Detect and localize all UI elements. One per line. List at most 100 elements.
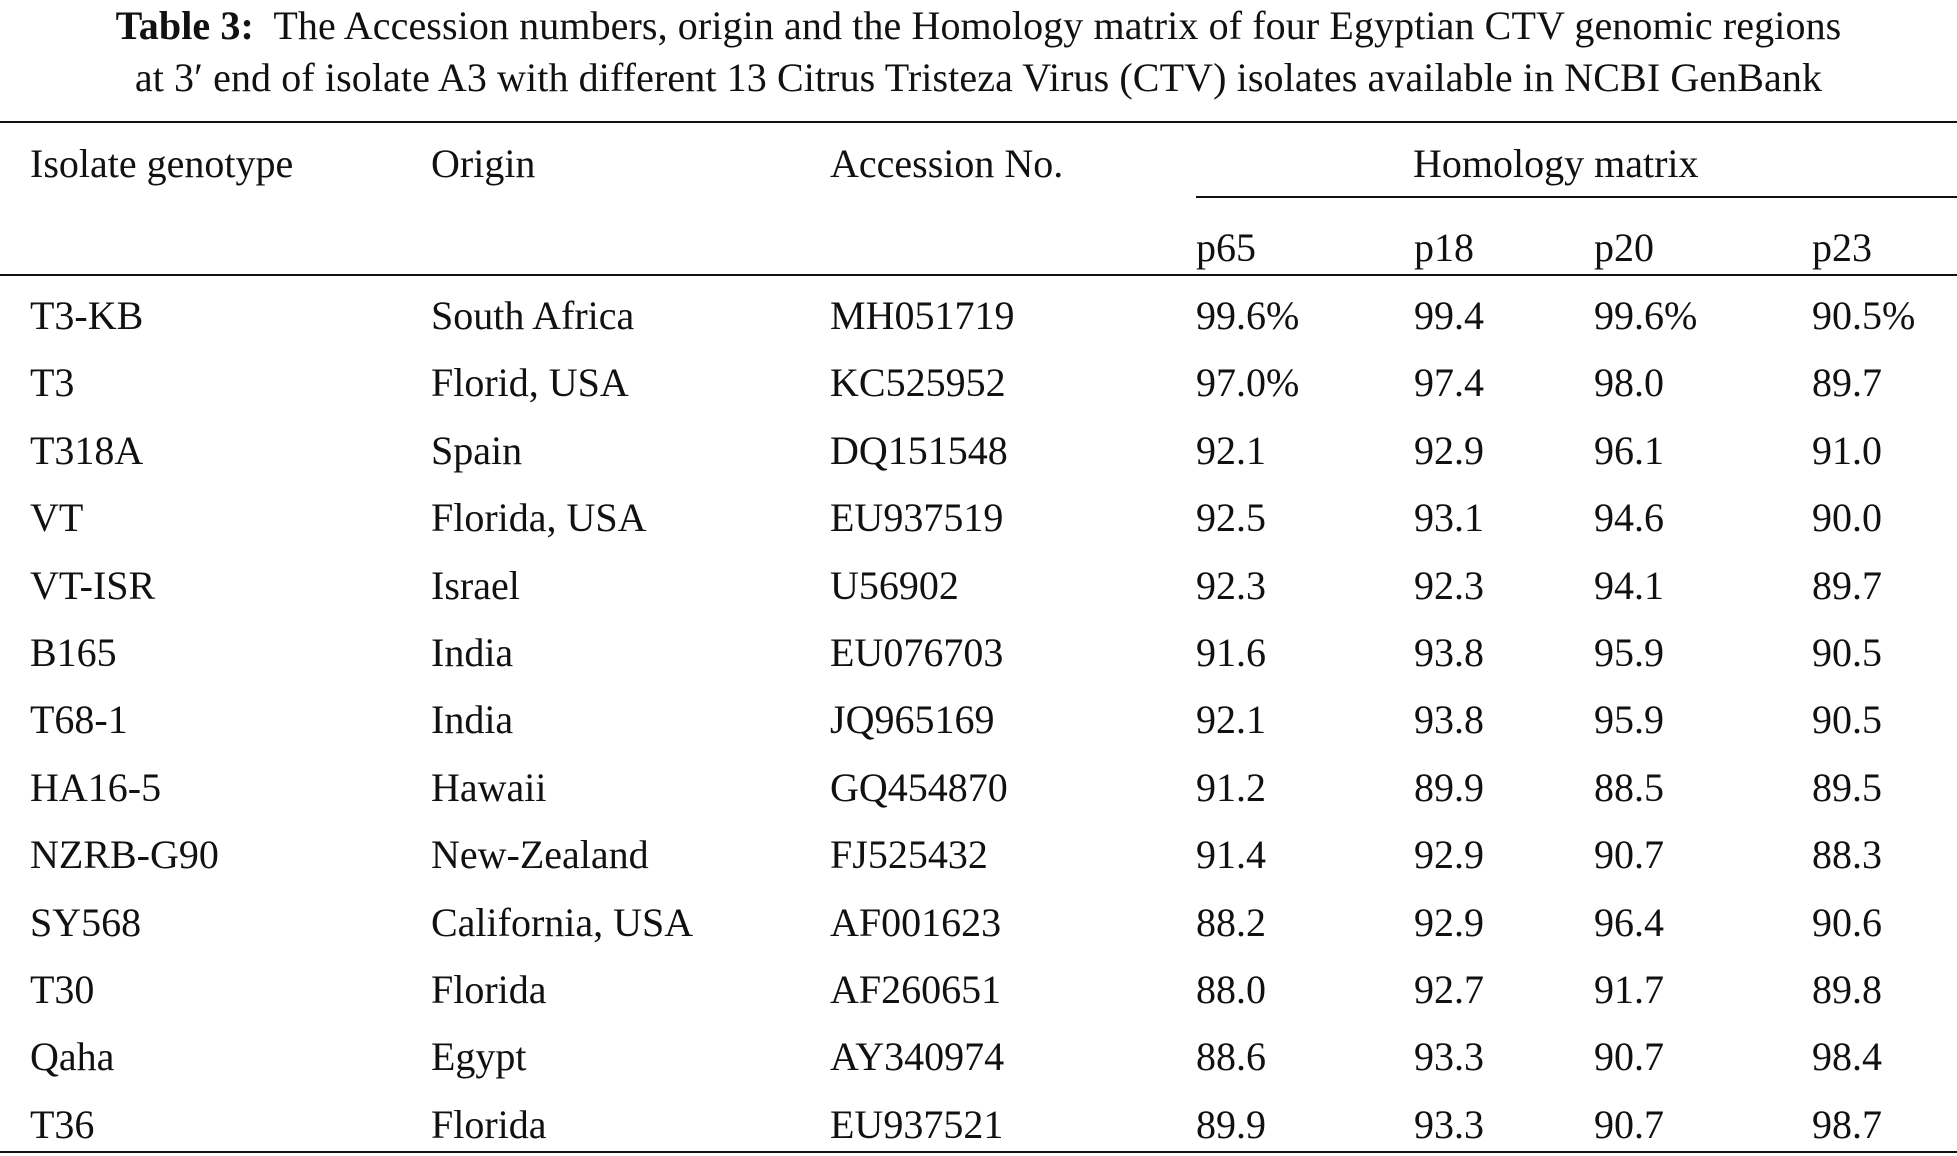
- p65-cell: 97.0%: [1196, 360, 1300, 405]
- p23-cell: 89.7: [1812, 360, 1882, 405]
- accession-cell: DQ151548: [830, 428, 1008, 473]
- isolate-cell: T68-1: [30, 697, 128, 742]
- p20-cell: 98.0: [1594, 360, 1664, 405]
- accession-cell: EU076703: [830, 630, 1004, 675]
- caption-line-1: Table 3: The Accession numbers, origin a…: [0, 0, 1957, 52]
- p23-cell: 89.8: [1812, 967, 1882, 1012]
- accession-cell: U56902: [830, 563, 959, 608]
- origin-cell: India: [431, 630, 514, 675]
- accession-cell: AF260651: [830, 967, 1002, 1012]
- p20-cell: 88.5: [1594, 765, 1664, 810]
- p20-cell: 96.1: [1594, 428, 1664, 473]
- isolate-cell: Qaha: [30, 1034, 115, 1079]
- isolate-cell: T30: [30, 967, 95, 1012]
- accession-cell: EU937521: [830, 1102, 1004, 1147]
- p18-cell: 93.8: [1414, 697, 1484, 742]
- origin-cell: Florida: [431, 967, 547, 1012]
- accession-cell: JQ965169: [830, 697, 995, 742]
- header-p65: p65: [1196, 225, 1256, 270]
- origin-cell: Florid, USA: [431, 360, 629, 405]
- p18-cell: 97.4: [1414, 360, 1484, 405]
- p65-cell: 91.4: [1196, 832, 1266, 877]
- p20-cell: 95.9: [1594, 630, 1664, 675]
- header-isolate-genotype: Isolate genotype: [30, 141, 294, 186]
- isolate-cell: T318A: [30, 428, 144, 473]
- origin-cell: Israel: [431, 563, 520, 608]
- isolate-cell: VT-ISR: [30, 563, 156, 608]
- isolate-cell: NZRB-G90: [30, 832, 219, 877]
- table-caption: Table 3: The Accession numbers, origin a…: [0, 0, 1957, 104]
- header-p20: p20: [1594, 225, 1654, 270]
- p20-cell: 90.7: [1594, 1034, 1664, 1079]
- accession-cell: FJ525432: [830, 832, 988, 877]
- p23-cell: 90.5%: [1812, 293, 1916, 338]
- origin-cell: South Africa: [431, 293, 635, 338]
- p65-cell: 91.6: [1196, 630, 1266, 675]
- p18-cell: 93.3: [1414, 1102, 1484, 1147]
- header-p23: p23: [1812, 225, 1872, 270]
- p65-cell: 88.0: [1196, 967, 1266, 1012]
- p65-cell: 88.2: [1196, 900, 1266, 945]
- p20-cell: 94.1: [1594, 563, 1664, 608]
- p65-cell: 92.3: [1196, 563, 1266, 608]
- isolate-cell: HA16-5: [30, 765, 162, 810]
- p23-cell: 91.0: [1812, 428, 1882, 473]
- p23-cell: 90.0: [1812, 495, 1882, 540]
- p65-cell: 89.9: [1196, 1102, 1266, 1147]
- p23-cell: 98.7: [1812, 1102, 1882, 1147]
- isolate-cell: T3-KB: [30, 293, 144, 338]
- header-homology-matrix: Homology matrix: [1413, 141, 1699, 186]
- p65-cell: 92.1: [1196, 428, 1266, 473]
- p18-cell: 93.3: [1414, 1034, 1484, 1079]
- p20-cell: 91.7: [1594, 967, 1664, 1012]
- header-p18: p18: [1414, 225, 1474, 270]
- accession-cell: AY340974: [830, 1034, 1005, 1079]
- p18-cell: 99.4: [1414, 293, 1484, 338]
- isolate-cell: VT: [30, 495, 84, 540]
- accession-cell: EU937519: [830, 495, 1004, 540]
- isolate-cell: B165: [30, 630, 117, 675]
- origin-cell: California, USA: [431, 900, 694, 945]
- p18-cell: 92.9: [1414, 428, 1484, 473]
- accession-cell: GQ454870: [830, 765, 1008, 810]
- origin-cell: Florida: [431, 1102, 547, 1147]
- origin-cell: New-Zealand: [431, 832, 649, 877]
- p20-cell: 96.4: [1594, 900, 1664, 945]
- p65-cell: 88.6: [1196, 1034, 1266, 1079]
- p18-cell: 93.1: [1414, 495, 1484, 540]
- p20-cell: 99.6%: [1594, 293, 1698, 338]
- origin-cell: Hawaii: [431, 765, 547, 810]
- p23-cell: 89.7: [1812, 563, 1882, 608]
- p20-cell: 95.9: [1594, 697, 1664, 742]
- header-accession: Accession No.: [830, 141, 1064, 186]
- table-bottom-rule: [0, 1151, 1957, 1153]
- p18-cell: 92.3: [1414, 563, 1484, 608]
- p23-cell: 90.5: [1812, 630, 1882, 675]
- p23-cell: 98.4: [1812, 1034, 1882, 1079]
- p65-cell: 99.6%: [1196, 293, 1300, 338]
- accession-cell: MH051719: [830, 293, 1015, 338]
- isolate-cell: T3: [30, 360, 75, 405]
- p20-cell: 94.6: [1594, 495, 1664, 540]
- header-origin: Origin: [431, 141, 536, 186]
- accession-cell: KC525952: [830, 360, 1006, 405]
- origin-cell: India: [431, 697, 514, 742]
- table-top-rule: [0, 121, 1957, 123]
- p65-cell: 92.5: [1196, 495, 1266, 540]
- p18-cell: 92.7: [1414, 967, 1484, 1012]
- p65-cell: 92.1: [1196, 697, 1266, 742]
- p23-cell: 90.6: [1812, 900, 1882, 945]
- p18-cell: 92.9: [1414, 832, 1484, 877]
- homology-underline: [1196, 196, 1957, 198]
- p23-cell: 89.5: [1812, 765, 1882, 810]
- p18-cell: 92.9: [1414, 900, 1484, 945]
- origin-cell: Egypt: [431, 1034, 527, 1079]
- header-bottom-rule: [0, 274, 1957, 276]
- accession-cell: AF001623: [830, 900, 1002, 945]
- isolate-cell: T36: [30, 1102, 95, 1147]
- p23-cell: 90.5: [1812, 697, 1882, 742]
- caption-label: Table 3:: [115, 3, 254, 48]
- caption-line-2: at 3′ end of isolate A3 with different 1…: [134, 55, 1823, 100]
- p20-cell: 90.7: [1594, 1102, 1664, 1147]
- p23-cell: 88.3: [1812, 832, 1882, 877]
